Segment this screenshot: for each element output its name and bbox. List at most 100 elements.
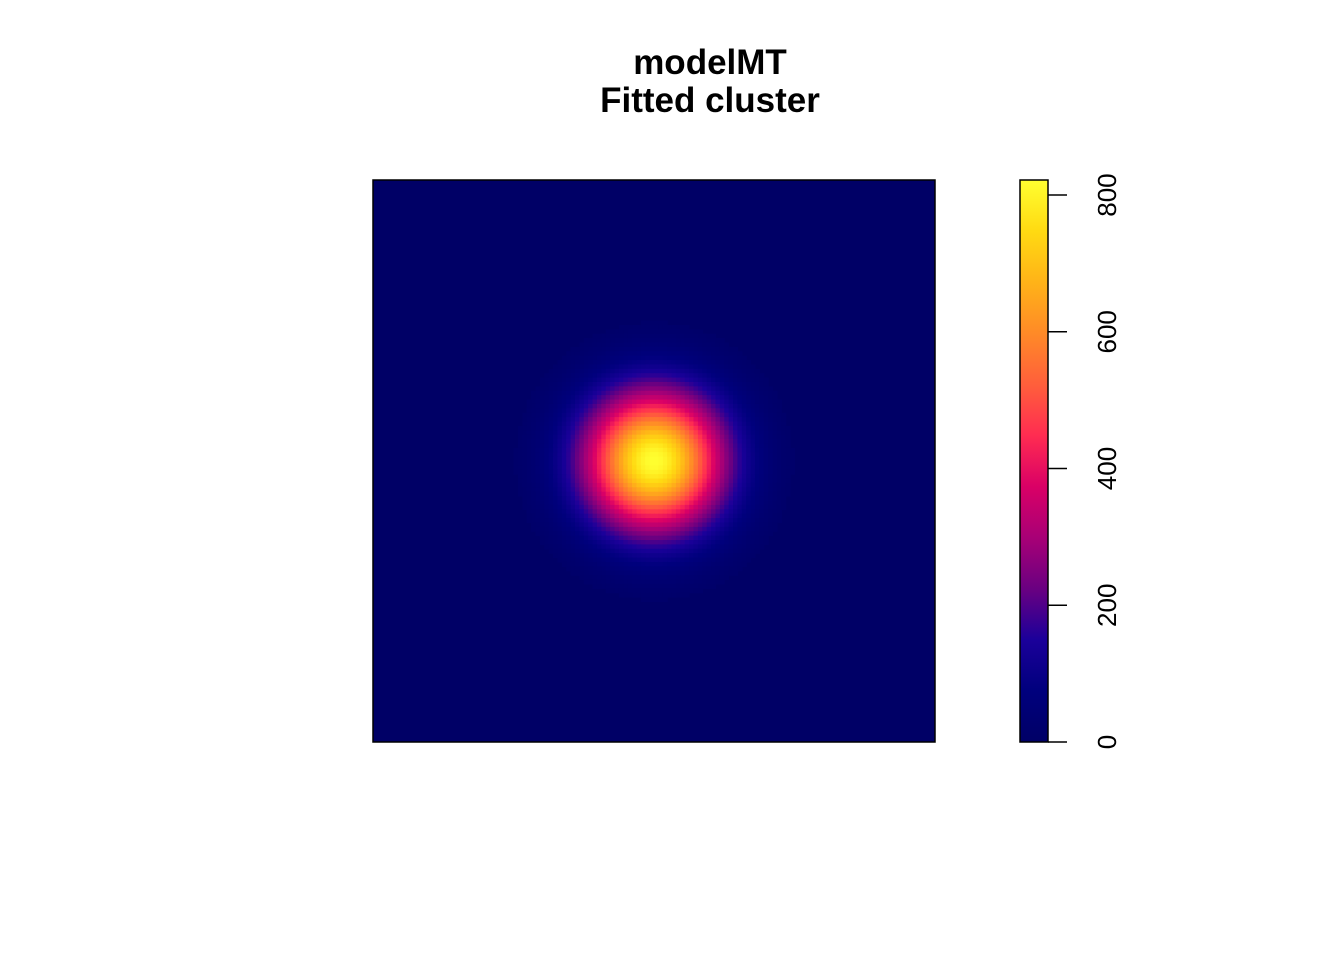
heatmap-cell xyxy=(697,491,703,497)
heatmap-cell xyxy=(627,509,633,515)
heatmap-cell xyxy=(579,439,585,445)
heatmap-cell xyxy=(697,381,703,387)
heatmap-cell xyxy=(526,408,532,414)
heatmap-cell xyxy=(706,351,712,357)
heatmap-cell xyxy=(636,456,642,462)
heatmap-cell xyxy=(662,469,668,475)
heatmap-cell xyxy=(557,474,563,480)
heatmap-cell xyxy=(728,373,734,379)
heatmap-cell xyxy=(583,439,589,445)
heatmap-cell xyxy=(662,430,668,436)
heatmap-cell xyxy=(640,425,646,431)
heatmap-cell xyxy=(763,500,769,506)
heatmap-cell xyxy=(553,491,559,497)
heatmap-cell xyxy=(667,579,673,585)
heatmap-cell xyxy=(627,333,633,339)
heatmap-cell xyxy=(711,417,717,423)
heatmap-cell xyxy=(741,522,747,528)
heatmap-cell xyxy=(654,443,659,449)
heatmap-cell xyxy=(601,360,607,366)
heatmap-cell xyxy=(693,351,699,357)
heatmap-cell xyxy=(772,491,778,497)
heatmap-cell xyxy=(785,461,791,466)
heatmap-cell xyxy=(640,351,646,357)
heatmap-cell xyxy=(724,447,730,453)
heatmap-cell xyxy=(553,386,559,392)
heatmap-cell xyxy=(535,456,541,462)
heatmap-cell xyxy=(654,597,659,603)
heatmap-cell xyxy=(632,403,638,409)
colorbar-frame xyxy=(1019,179,1049,743)
heatmap-cell xyxy=(614,434,620,440)
heatmap-cell xyxy=(662,482,668,488)
heatmap-cell xyxy=(702,355,708,361)
heatmap-cell xyxy=(596,381,602,387)
heatmap-cell xyxy=(790,465,796,471)
heatmap-cell xyxy=(719,439,725,445)
heatmap-cell xyxy=(693,447,699,453)
heatmap-cell xyxy=(627,456,633,462)
heatmap-cell xyxy=(614,342,620,348)
heatmap-cell xyxy=(715,395,721,401)
heatmap-cell xyxy=(733,399,739,405)
heatmap-cell xyxy=(605,482,611,488)
heatmap-cell xyxy=(544,390,550,396)
heatmap-cell xyxy=(667,474,673,480)
heatmap-cell xyxy=(671,504,677,510)
heatmap-cell xyxy=(636,579,642,585)
heatmap-cell xyxy=(724,377,730,383)
heatmap-cell xyxy=(706,487,712,493)
heatmap-cell xyxy=(711,403,717,409)
heatmap-cell xyxy=(570,443,576,449)
heatmap-cell xyxy=(711,395,717,401)
heatmap-cell xyxy=(561,553,567,559)
heatmap-cell xyxy=(684,377,690,383)
heatmap-cell xyxy=(522,421,528,427)
heatmap-cell xyxy=(719,390,725,396)
heatmap-cell xyxy=(724,513,730,519)
heatmap-cell xyxy=(592,583,598,589)
heatmap-cell xyxy=(592,461,598,466)
heatmap-cell xyxy=(719,496,725,502)
heatmap-cell xyxy=(605,329,611,335)
heatmap-cell xyxy=(640,381,646,387)
heatmap-cell xyxy=(601,373,607,379)
heatmap-cell xyxy=(592,465,598,471)
heatmap-cell xyxy=(574,474,580,480)
heatmap-cell xyxy=(654,386,659,392)
heatmap-cell xyxy=(610,518,616,524)
heatmap-cell xyxy=(702,342,708,348)
heatmap-cell xyxy=(649,390,655,396)
heatmap-cell xyxy=(623,465,629,471)
heatmap-cell xyxy=(728,403,734,409)
heatmap-cell xyxy=(557,399,563,405)
heatmap-cell xyxy=(658,324,664,330)
heatmap-cell xyxy=(689,504,695,510)
heatmap-cell xyxy=(671,583,677,589)
heatmap-cell xyxy=(750,469,756,475)
heatmap-cell xyxy=(627,386,633,392)
heatmap-cell xyxy=(759,540,765,546)
heatmap-cell xyxy=(768,434,774,440)
heatmap-cell xyxy=(614,443,620,449)
heatmap-cell xyxy=(689,500,695,506)
heatmap-cell xyxy=(610,540,616,546)
heatmap-cell xyxy=(601,395,607,401)
heatmap-cell xyxy=(601,478,607,484)
heatmap-cell xyxy=(605,430,611,436)
heatmap-cell xyxy=(610,487,616,493)
heatmap-cell xyxy=(614,500,620,506)
heatmap-cell xyxy=(724,355,730,361)
heatmap-cell xyxy=(632,386,638,392)
heatmap-cell xyxy=(711,544,717,550)
heatmap-cell xyxy=(763,518,769,524)
heatmap-cell xyxy=(654,496,659,502)
heatmap-cell xyxy=(561,482,567,488)
heatmap-cell xyxy=(662,487,668,493)
heatmap-cell xyxy=(719,487,725,493)
heatmap-cell xyxy=(711,487,717,493)
heatmap-cell xyxy=(741,461,747,466)
heatmap-cell xyxy=(570,425,576,431)
heatmap-cell xyxy=(623,364,629,370)
heatmap-cell xyxy=(531,491,537,497)
